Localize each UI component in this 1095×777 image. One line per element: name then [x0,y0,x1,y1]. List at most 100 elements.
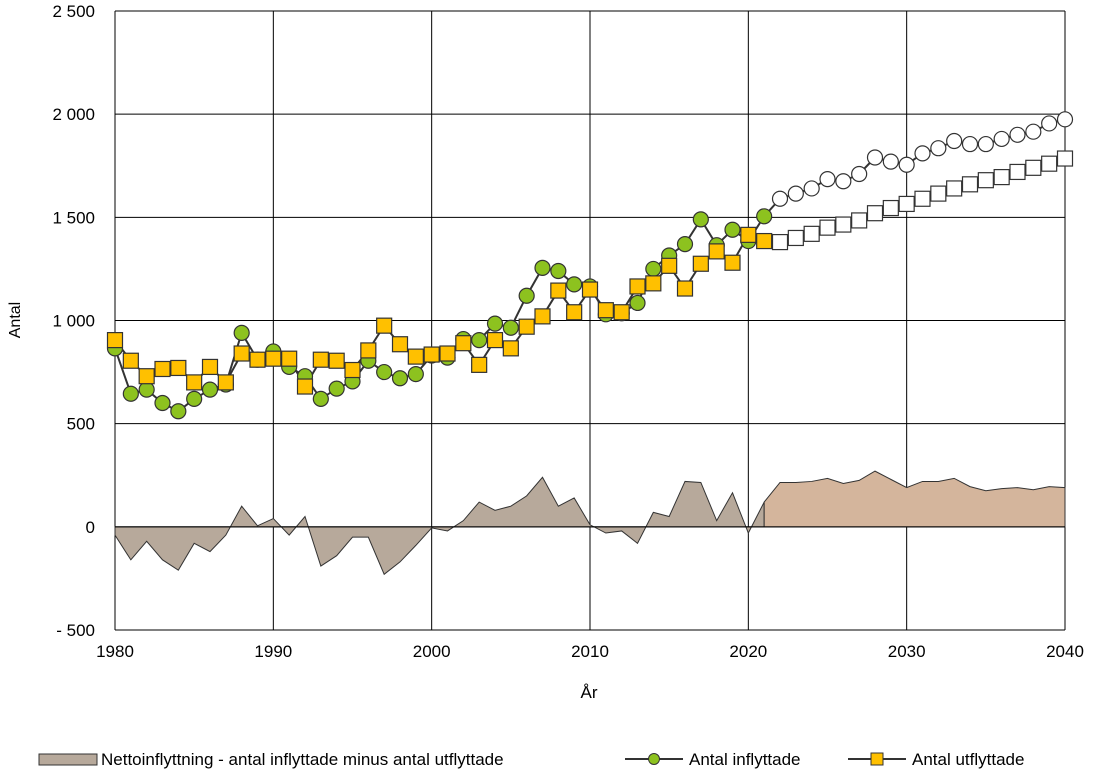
grid-layer [114,10,1066,631]
x-tick-label: 2000 [413,642,451,661]
x-axis-label: År [581,683,598,702]
utflyttade-point [439,345,456,362]
utflyttade-point [771,233,789,251]
inflyttade-point [550,262,567,280]
utflyttade-point [645,275,662,292]
x-tick-label: 1990 [254,642,292,661]
utflyttade-point [566,304,583,321]
inflyttade-point [391,370,409,387]
inflyttade-point [328,380,345,397]
inflyttade-point [724,221,741,238]
utflyttade-point [312,351,329,368]
inflyttade-point [1025,123,1042,140]
utflyttade-point [391,336,409,353]
utflyttade-point [692,255,709,272]
inflyttade-point [186,390,203,408]
utflyttade-point [946,180,963,197]
inflyttade-point [676,236,694,253]
inflyttade-point [534,259,551,276]
utflyttade-point [360,342,377,359]
inflyttade-point [835,173,852,190]
utflyttade-point [993,168,1010,186]
utflyttade-point [471,356,488,373]
y-tick-label: 500 [67,415,95,434]
utflyttade-point [787,229,804,247]
utflyttade-point [724,254,741,271]
utflyttade-point [122,352,139,369]
utflyttade-point [217,374,234,391]
inflyttade-point [882,153,899,170]
utflyttade-point [977,172,994,189]
utflyttade-point [138,368,155,385]
utflyttade-point [898,195,915,213]
inflyttade-point [471,332,488,349]
net-area-historical [114,476,765,576]
inflyttade-point [756,208,773,225]
y-tick-label: 1 000 [52,312,95,331]
utflyttade-point [613,304,630,321]
legend-swatch-netto [38,753,98,766]
utflyttade-point [1025,159,1042,176]
legend-item-inflyttade: Antal inflyttade [625,750,801,769]
inflyttade-point [930,140,947,157]
y-tick-label: - 500 [56,621,95,640]
utflyttade-point [281,350,298,367]
inflyttade-point [898,156,915,173]
utflyttade-point [344,361,361,379]
inflyttade-point [1009,126,1026,143]
x-tick-label: 2020 [729,642,767,661]
utflyttade-point [835,216,852,233]
area-layer [114,470,1066,576]
utflyttade-point [866,205,884,222]
legend-marker-inflyttade [648,753,660,765]
inflyttade-point [502,319,519,336]
y-tick-label: 2 500 [52,2,95,21]
inflyttade-point [866,149,884,166]
utflyttade-point [819,219,836,236]
utflyttade-point [1056,150,1074,167]
utflyttade-point [376,317,393,334]
utflyttade-point [170,359,187,377]
utflyttade-point [740,226,757,243]
legend-label-inflyttade: Antal inflyttade [689,750,801,769]
utflyttade-point [233,345,250,362]
legend-label-netto: Nettoinflyttning - antal inflyttade minu… [101,750,504,769]
utflyttade-point [803,225,820,242]
utflyttade-point [1009,163,1026,181]
x-tick-label: 2030 [888,642,926,661]
inflyttade-point [819,171,836,188]
utflyttade-point [486,332,504,349]
axis-layer: - 500 0 500 1 000 1 500 2 000 2 500 1980 1990 200… [52,2,1083,661]
utflyttade-point [201,358,219,376]
inflyttade-point [771,190,789,207]
inflyttade-point [946,132,963,150]
inflyttade-point [1056,111,1074,128]
inflyttade-point [233,324,250,341]
utflyttade-point [106,332,124,349]
utflyttade-point [423,346,440,363]
utflyttade-point [1041,155,1058,172]
x-tick-label: 1980 [96,642,134,661]
utflyttade-point [502,340,519,357]
inflyttade-point [122,385,139,402]
inflyttade-point [376,363,393,381]
utflyttade-point [930,185,947,202]
utflyttade-point [296,378,314,395]
utflyttade-point [186,374,203,391]
inflyttade-point [566,276,583,293]
utflyttade-point [550,282,567,299]
utflyttade-point [597,302,614,319]
inflyttade-point [787,185,804,202]
utflyttade-point [455,335,472,352]
utflyttade-point [534,308,551,325]
legend: Nettoinflyttning - antal inflyttade minu… [38,750,1024,769]
inflyttade-point [312,390,329,408]
legend-label-utflyttade: Antal utflyttade [912,750,1024,769]
inflyttade-point [851,165,868,183]
utflyttade-point [882,199,899,217]
utflyttade-point [518,318,535,335]
y-tick-label: 1 500 [52,208,95,227]
inflyttade-point [914,145,931,162]
